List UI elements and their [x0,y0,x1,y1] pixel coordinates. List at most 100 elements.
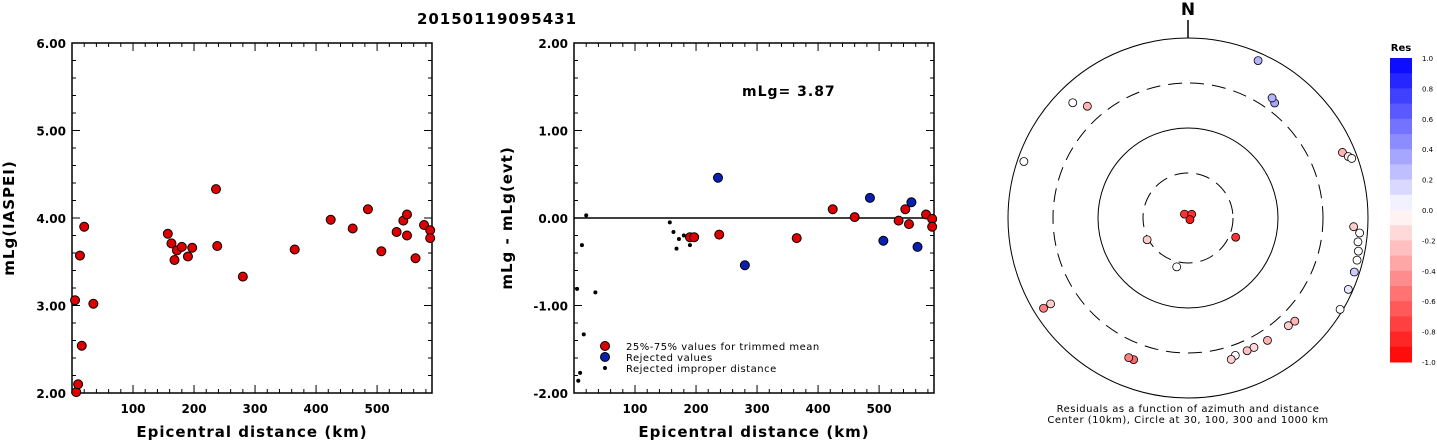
legend-label-improper: Rejected improper distance [626,364,777,375]
colorbar-tick-label: 0.8 [1422,85,1433,93]
improper-distance-point [681,233,686,238]
improper-distance-point [687,243,692,248]
data-point [182,251,193,262]
rejected-point [713,172,723,183]
legend-label-trimmed: 25%-75% values for trimmed mean [626,342,820,353]
y-tick-labels: -2.00 -1.00 0.00 1.00 2.00 [533,37,568,401]
rejected-point [912,241,923,252]
improper-distance-point [578,370,583,375]
x-tick-label: 400 [806,402,831,416]
residual-point [1347,154,1357,163]
colorbar-tick-label: 1.0 [1422,55,1433,63]
x-axis-label: Epicentral distance (km) [136,423,367,441]
trimmed-point [893,215,904,226]
mlg-annotation: mLg= 3.87 [742,84,836,100]
colorbar-title: Res [1391,43,1411,54]
colorbar-cell [1390,149,1412,165]
data-point [347,223,358,234]
colorbar-tick-label: -1.0 [1422,359,1436,367]
data-point [88,298,99,309]
x-tick-label: 400 [304,402,329,416]
colorbar-tick-label: -0.2 [1422,237,1436,245]
colorbar-tick-label: 0.6 [1422,116,1434,124]
data-point [401,230,412,241]
residual-point [1231,232,1241,242]
improper-distance-point [671,230,676,234]
y-tick-label: 2.00 [36,387,66,401]
figure-title: 20150119095431 [417,10,577,28]
trimmed-point [927,221,938,232]
trimmed-point [900,204,911,215]
colorbar-cell [1390,164,1412,181]
colorbar-cell [1390,301,1412,317]
y-axis-label: mLg(IASPEI) [0,160,18,275]
x-tick-label: 200 [684,402,709,416]
data-point [325,214,336,225]
legend-marker-rejected [600,352,610,362]
data-point [74,250,85,261]
improper-distance-point [676,237,681,241]
ring-100km [1097,127,1279,309]
y-tick-label: 4.00 [36,212,66,226]
residual-point [1353,237,1363,247]
colorbar-tick-label: 0.2 [1422,177,1433,185]
colorbar-cell [1390,103,1412,120]
panel-polar-residuals: N Residuals as a function of azimuth and… [1007,0,1369,426]
x-tick-label: 200 [182,402,207,416]
x-tick-labels: 100 200 300 400 500 [120,402,389,416]
residual-point [1355,228,1365,238]
colorbar-cell [1390,255,1412,272]
improper-distance-point [575,286,580,291]
data-point [76,340,87,351]
x-tick-labels: 100 200 300 400 500 [622,402,891,416]
residual-point [1349,222,1359,232]
data-point [410,253,421,264]
data-point [169,255,180,265]
data-point [425,233,436,244]
colorbar-cell [1390,210,1412,226]
x-tick-label: 500 [365,402,390,416]
colorbar-cell [1390,286,1412,302]
ring-1000km [1007,37,1369,399]
data-point [401,209,412,220]
residual-point [1226,354,1236,364]
trimmed-point [849,212,860,223]
ring-300km [1052,82,1324,354]
colorbar-tick-label: -0.6 [1422,298,1436,306]
rejected-point [739,260,750,271]
legend-marker-improper [603,366,607,370]
improper-distance-point [584,213,589,218]
improper-distance-point [581,332,586,337]
improper-distance-point [667,220,672,225]
y-tick-label: 6.00 [36,37,66,51]
trimmed-point [714,229,725,240]
trimmed-point [903,219,914,230]
improper-distance-point [579,243,584,248]
caption-line-1: Residuals as a function of azimuth and d… [1057,404,1320,415]
colorbar-cell [1390,270,1412,287]
data-point [376,246,387,257]
rejected-point [864,192,875,203]
colorbar-cells [1390,58,1412,363]
x-tick-label: 300 [745,402,770,416]
x-axis-label: Epicentral distance (km) [638,423,869,441]
colorbar-tick-label: -0.8 [1422,329,1436,337]
data-point [162,228,173,239]
legend: 25%-75% values for trimmed mean Rejected… [600,341,820,375]
residual-point [1039,303,1048,313]
colorbar-cell [1390,331,1412,348]
residual-point [1172,262,1182,272]
y-tick-label: 1.00 [538,125,568,139]
y-tick-labels: 2.00 3.00 4.00 5.00 6.00 [36,37,66,401]
legend-marker-trimmed [600,341,610,351]
residual-point [1253,56,1263,66]
residual-point [1124,353,1134,363]
colorbar-cell [1390,346,1412,363]
colorbar-tick-label: -0.4 [1422,268,1436,276]
x-tick-label: 300 [243,402,268,416]
residual-point [1349,267,1359,277]
residual-point [1068,98,1078,108]
colorbar-tick-label: 0.4 [1422,146,1434,154]
